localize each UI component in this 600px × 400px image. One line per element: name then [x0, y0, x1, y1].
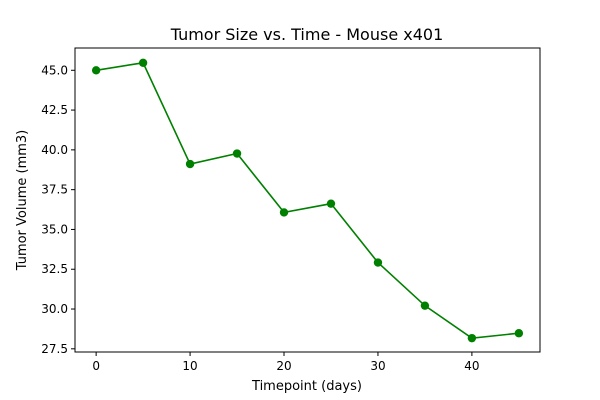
y-axis: 27.5 30.0 32.5 35.0 37.5 40.0 42.5 45.0 — [41, 63, 75, 356]
data-point — [279, 208, 289, 217]
y-tick-label: 40.0 — [41, 143, 68, 157]
chart-title: Tumor Size vs. Time - Mouse x401 — [170, 25, 444, 44]
y-tick-label: 45.0 — [41, 63, 68, 77]
x-tick-label: 10 — [182, 359, 197, 373]
y-tick-label: 35.0 — [41, 222, 68, 236]
data-points — [91, 58, 524, 343]
y-tick-label: 27.5 — [41, 342, 68, 356]
data-point — [373, 258, 383, 267]
data-point — [91, 66, 101, 75]
y-tick-label: 30.0 — [41, 302, 68, 316]
x-tick-label: 30 — [370, 359, 385, 373]
plot-frame — [74, 47, 541, 353]
data-point — [232, 149, 242, 158]
x-axis-label: Timepoint (days) — [251, 379, 362, 394]
y-tick-label: 37.5 — [41, 183, 68, 197]
data-point — [138, 58, 148, 68]
y-axis-label: Tumor Volume (mm3) — [15, 130, 30, 272]
y-tick-label: 42.5 — [41, 103, 68, 117]
series-line — [96, 61, 519, 339]
data-point — [467, 333, 477, 343]
x-axis: 0 10 20 30 40 — [92, 352, 480, 373]
x-tick-label: 20 — [276, 359, 291, 373]
x-tick-label: 0 — [92, 359, 100, 373]
data-point — [514, 329, 524, 338]
data-point — [185, 159, 195, 169]
y-tick-label: 32.5 — [41, 262, 68, 276]
data-point — [326, 199, 336, 208]
x-tick-label: 40 — [464, 359, 479, 373]
data-point — [420, 301, 430, 310]
plot-area — [74, 47, 541, 353]
